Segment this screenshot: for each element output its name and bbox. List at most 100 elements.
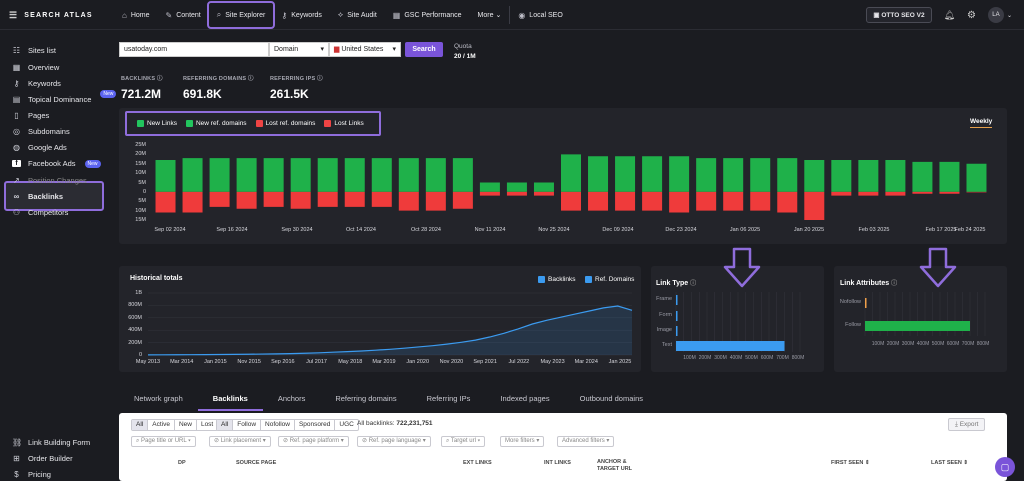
sidebar-item-label: Keywords (28, 79, 61, 88)
filter-page-title[interactable]: ⌕ Page title or URL ▾ (131, 436, 196, 447)
legend-label: Lost ref. domains (265, 120, 316, 127)
otto-button[interactable]: ▣ OTTO SEO V2 (866, 7, 932, 23)
info-icon[interactable]: ⓘ (891, 281, 898, 287)
nav-site-audit[interactable]: ⟡ Site Audit (330, 6, 385, 24)
legend-new-links[interactable]: New Links (137, 120, 177, 127)
stat-value: 261.5K (270, 87, 309, 101)
filter-advanced-filters[interactable]: Advanced filters ▾ (557, 436, 615, 447)
follow-sponsored[interactable]: Sponsored (295, 420, 336, 430)
nav-home[interactable]: ⌂ Home (114, 6, 158, 24)
sidebar-item-pages[interactable]: ▯ Pages (12, 111, 49, 120)
filter-target-url[interactable]: ⌕ Target url ▾ (441, 436, 486, 447)
weekly-toggle[interactable]: Weekly (970, 118, 993, 128)
status-active[interactable]: Active (148, 420, 175, 430)
info-icon[interactable]: ⓘ (317, 76, 323, 82)
tab-indexed-pages[interactable]: Indexed pages (500, 394, 550, 403)
tab-anchors[interactable]: Anchors (277, 394, 306, 403)
user-menu[interactable]: LA ⌄ (987, 7, 1012, 23)
checkbox-icon (585, 276, 592, 283)
nav-label: GSC Performance (404, 11, 462, 19)
domain-search-input[interactable]: usatoday.com (119, 42, 269, 57)
column-ext-links[interactable]: EXT LINKS (463, 460, 492, 466)
y-tick-label: 25M (135, 142, 146, 148)
chat-button[interactable]: ▢ (995, 457, 1015, 477)
info-icon[interactable]: ⓘ (690, 281, 697, 287)
sidebar-item-facebook-ads[interactable]: f Facebook Ads New (12, 159, 101, 168)
sidebar-item-link-building-form[interactable]: ⛓ Link Building Form (12, 438, 90, 447)
column-first-seen[interactable]: FIRST SEEN ⇕ (831, 460, 870, 466)
tab-referring-domains[interactable]: Referring domains (335, 394, 397, 403)
sidebar-item-sites-list[interactable]: ☷ Sites list (12, 46, 56, 55)
x-tick-label: Mar 2024 (574, 359, 598, 365)
sidebar-item-topical-dominance[interactable]: ▤ Topical Dominance New (12, 89, 117, 104)
sidebar-item-competitors[interactable]: ⚇ Competitors (12, 208, 69, 217)
legend-backlinks[interactable]: Backlinks (538, 276, 575, 283)
filter-ref-page-language[interactable]: ⊘ Ref. page language ▾ (357, 436, 431, 447)
tab-outbound-domains[interactable]: Outbound domains (579, 394, 643, 403)
follow-follow[interactable]: Follow (233, 420, 262, 430)
info-icon[interactable]: ⓘ (156, 76, 163, 82)
checkbox-icon (324, 120, 332, 127)
follow-all[interactable]: All (217, 420, 234, 430)
column-source-page[interactable]: SOURCE PAGE (236, 460, 277, 466)
follow-nofollow[interactable]: Nofollow (261, 420, 295, 430)
legend-label: New Links (147, 120, 177, 127)
x-tick-label: 800M (791, 355, 805, 361)
x-tick-label: Sep 2021 (473, 359, 497, 365)
column-int-links[interactable]: INT LINKS (544, 460, 571, 466)
status-all[interactable]: All (132, 420, 149, 430)
filter-ref-page-platform[interactable]: ⊘ Ref. page platform ▾ (278, 436, 349, 447)
nav-gsc-performance[interactable]: ▦ GSC Performance (385, 6, 470, 24)
status-new[interactable]: New (175, 420, 197, 430)
x-tick-label: 600M (760, 355, 774, 361)
bell-icon[interactable]: 🔔︎ (943, 9, 955, 20)
nav-content[interactable]: ✎ Content (158, 6, 209, 24)
menu-icon[interactable]: ☰ (9, 10, 19, 20)
nav-more[interactable]: More ⌄ (470, 6, 510, 24)
legend-new-ref-domains[interactable]: New ref. domains (185, 120, 247, 127)
search-button[interactable]: Search (405, 42, 443, 57)
checkbox-icon (538, 276, 545, 283)
x-tick-label: Nov 25 2024 (538, 227, 570, 233)
sidebar-item-backlinks[interactable]: ∞ Backlinks (12, 192, 63, 201)
category-label: Form (659, 312, 672, 318)
sidebar-item-subdomains[interactable]: ◎ Subdomains (12, 127, 70, 136)
stat-value: 691.8K (183, 87, 222, 101)
legend-lost-links[interactable]: Lost Links (324, 120, 364, 127)
sidebar-item-pricing[interactable]: $ Pricing (12, 470, 51, 479)
sidebar-item-order-builder[interactable]: ⊞ Order Builder (12, 454, 72, 463)
sidebar-item-label: Pricing (28, 470, 51, 479)
filter-link-placement[interactable]: ⊘ Link placement ▾ (209, 436, 271, 447)
search-bar: usatoday.com Domain ▾ ▆ United States ▾ Se… (119, 42, 443, 57)
legend-ref-domains[interactable]: Ref. Domains (585, 276, 634, 283)
status-lost[interactable]: Lost (200, 421, 214, 428)
sidebar-item-position-changes[interactable]: ↗ Position Changes (12, 176, 87, 185)
sidebar: ☷ Sites list ▦ Overview ⚷ Keywords ▤ Topical… (0, 30, 117, 481)
nav-site-explorer[interactable]: ⌕ Site Explorer (206, 1, 276, 29)
legend-lost-ref-domains[interactable]: Lost ref. domains (255, 120, 316, 127)
x-tick-label: Nov 2015 (237, 359, 261, 365)
column-anchor-target-url[interactable]: ANCHOR & TARGET URL (597, 459, 633, 472)
tab-backlinks[interactable]: Backlinks (197, 393, 263, 411)
tab-network-graph[interactable]: Network graph (134, 394, 183, 403)
follow-ugc[interactable]: UGC (339, 421, 354, 428)
legend-label: Backlinks (548, 276, 576, 283)
gear-icon[interactable]: ⚙ (967, 9, 976, 21)
column-dp[interactable]: DP (178, 460, 186, 466)
nav-local-seo[interactable]: ◉ Local SEO (509, 6, 570, 24)
x-tick-label: Jan 2015 (204, 359, 227, 365)
export-button[interactable]: ⤓ Export (948, 418, 986, 431)
search-mode-select[interactable]: Domain ▾ (269, 42, 329, 57)
tab-referring-ips[interactable]: Referring IPs (426, 394, 471, 403)
info-icon[interactable]: ⓘ (248, 76, 254, 82)
country-select[interactable]: ▆ United States ▾ (329, 42, 401, 57)
sidebar-item-overview[interactable]: ▦ Overview (12, 63, 60, 72)
column-last-seen[interactable]: LAST SEEN ⇕ (931, 460, 968, 466)
sidebar-item-keywords[interactable]: ⚷ Keywords (12, 79, 61, 88)
stat-value: 721.2M (121, 87, 162, 101)
sidebar-item-google-ads[interactable]: ◍ Google Ads (12, 143, 67, 152)
filter-more-filters[interactable]: More filters ▾ (500, 436, 545, 447)
logo[interactable]: ☰ SEARCH ATLAS (9, 10, 93, 21)
filter-icon: ⊘ (362, 438, 369, 444)
nav-keywords[interactable]: ⚷ Keywords (273, 6, 330, 24)
